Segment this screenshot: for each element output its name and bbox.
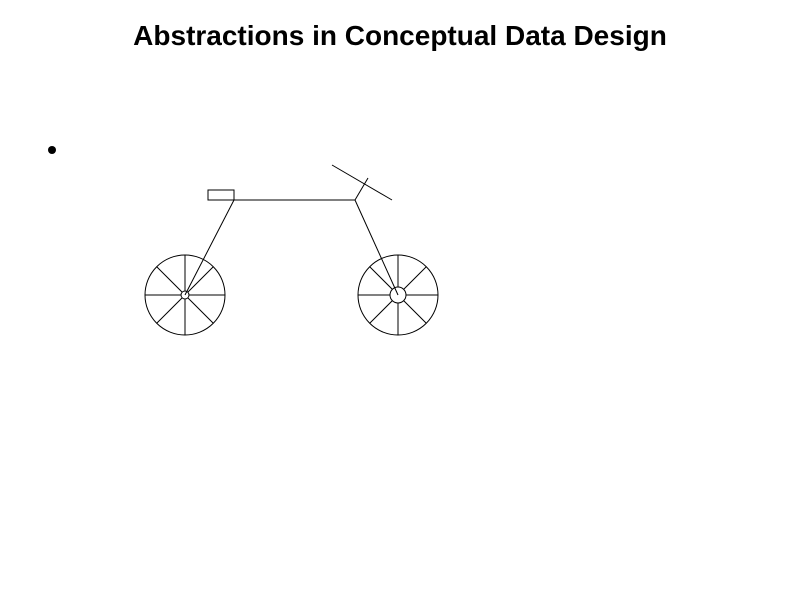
page-title: Abstractions in Conceptual Data Design: [0, 20, 800, 52]
bicycle-svg: [130, 150, 470, 360]
bicycle-diagram: [130, 150, 470, 360]
bullet-point: [48, 146, 56, 154]
